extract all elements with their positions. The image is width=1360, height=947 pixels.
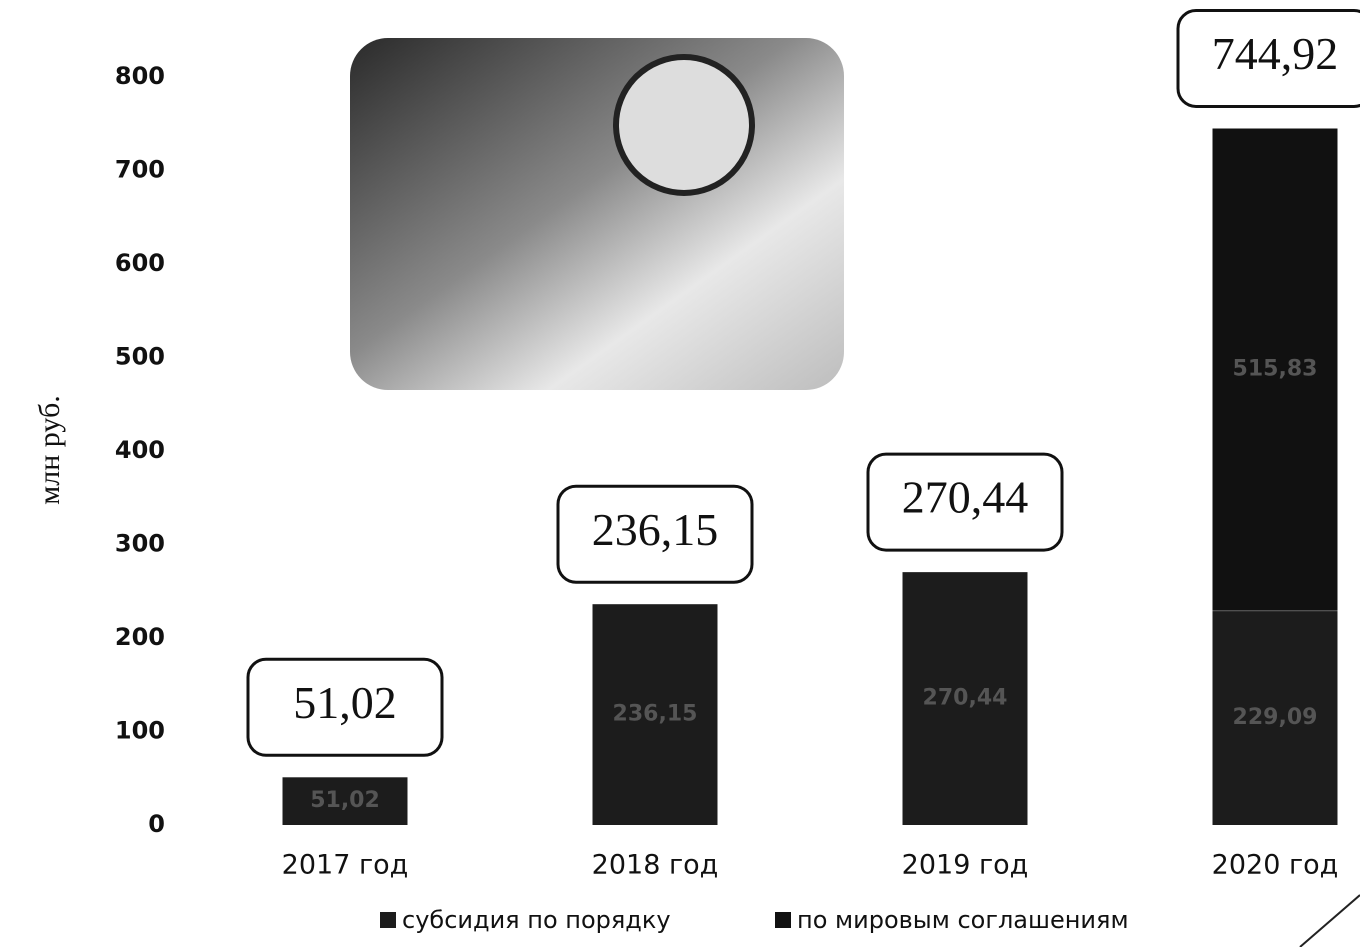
decorative-photo bbox=[350, 38, 844, 390]
bar-segment bbox=[1212, 610, 1338, 825]
bar-segment bbox=[282, 777, 408, 825]
y-tick-label: 300 bbox=[115, 530, 165, 558]
total-box bbox=[1176, 9, 1360, 108]
total-label: 51,02 bbox=[293, 677, 397, 728]
x-tick-label: 2017 год bbox=[282, 850, 409, 881]
y-tick-label: 100 bbox=[115, 717, 165, 745]
x-tick-label: 2019 год bbox=[902, 850, 1029, 881]
value-label: 270,44 bbox=[923, 686, 1008, 711]
total-box bbox=[246, 657, 444, 757]
bar-segment bbox=[1212, 128, 1338, 611]
value-label: 229,09 bbox=[1233, 705, 1318, 730]
y-tick-label: 800 bbox=[115, 62, 165, 90]
value-label: 51,02 bbox=[310, 788, 380, 813]
photo-meter bbox=[613, 54, 755, 196]
value-label: 515,83 bbox=[1233, 357, 1318, 382]
y-tick-label: 400 bbox=[115, 436, 165, 464]
bar-segment bbox=[902, 572, 1028, 825]
y-tick-label: 0 bbox=[148, 810, 165, 838]
legend-swatch bbox=[775, 912, 791, 928]
value-label: 236,15 bbox=[613, 702, 698, 727]
legend-swatch bbox=[380, 912, 396, 928]
y-tick-label: 200 bbox=[115, 623, 165, 651]
total-label: 744,92 bbox=[1212, 28, 1339, 79]
y-tick-label: 700 bbox=[115, 156, 165, 184]
y-tick-label: 600 bbox=[115, 249, 165, 277]
x-tick-label: 2018 год bbox=[592, 850, 719, 881]
total-box bbox=[556, 484, 754, 584]
total-label: 270,44 bbox=[902, 472, 1029, 523]
x-tick-label: 2020 год bbox=[1212, 850, 1339, 881]
y-axis-label: млн руб. bbox=[33, 395, 66, 504]
total-box bbox=[866, 452, 1064, 552]
y-tick-label: 500 bbox=[115, 343, 165, 371]
bar-segment bbox=[592, 604, 718, 825]
legend-label: субсидия по порядку bbox=[402, 906, 671, 934]
legend-label: по мировым соглашениям bbox=[797, 906, 1129, 934]
total-label: 236,15 bbox=[592, 504, 719, 555]
corner-line bbox=[1299, 894, 1360, 947]
